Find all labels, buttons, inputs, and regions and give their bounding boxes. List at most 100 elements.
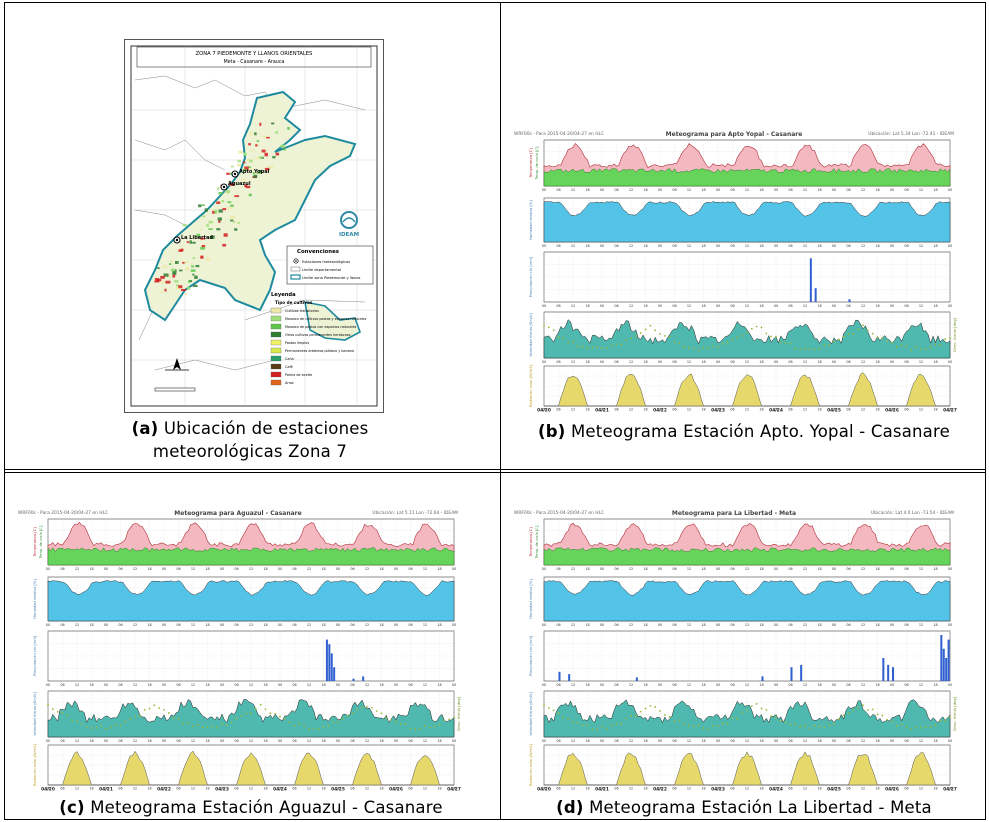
wind-direction-point bbox=[659, 710, 661, 712]
wind-area bbox=[47, 699, 455, 738]
wind-direction-point bbox=[939, 719, 942, 722]
wind-direction-point bbox=[828, 724, 831, 727]
hour-tick: 06 bbox=[556, 739, 560, 743]
hour-tick: 00 bbox=[832, 304, 836, 308]
wind-direction-point bbox=[663, 714, 666, 716]
wind-direction-point bbox=[886, 718, 889, 721]
hour-tick: 06 bbox=[788, 683, 792, 687]
hour-tick: 12 bbox=[745, 739, 749, 743]
wind-direction-point bbox=[547, 707, 550, 709]
wind-direction-point bbox=[105, 727, 107, 730]
meteogram-axis-label: Temp. de rocío [C] bbox=[39, 525, 43, 559]
hour-tick: 18 bbox=[585, 567, 589, 571]
hour-tick: 00 bbox=[600, 567, 604, 571]
hour-tick: 00 bbox=[948, 244, 952, 248]
hour-tick: 00 bbox=[104, 623, 108, 627]
wind-direction-point bbox=[934, 343, 937, 346]
hour-tick: 18 bbox=[585, 739, 589, 743]
table-border-middle bbox=[4, 469, 986, 470]
hour-tick: 12 bbox=[365, 787, 369, 791]
hour-tick: 00 bbox=[716, 304, 720, 308]
wind-direction-point bbox=[634, 335, 637, 337]
hour-tick: 00 bbox=[600, 188, 604, 192]
hour-tick: 12 bbox=[365, 567, 369, 571]
wind-direction-point bbox=[842, 335, 845, 338]
hour-tick: 18 bbox=[817, 683, 821, 687]
hour-tick: 18 bbox=[759, 304, 763, 308]
hour-tick: 00 bbox=[278, 567, 282, 571]
wind-direction-point bbox=[80, 723, 83, 725]
hour-tick: 18 bbox=[875, 623, 879, 627]
wind-direction-point bbox=[601, 725, 603, 728]
hour-tick: 12 bbox=[629, 408, 633, 412]
hour-tick: 18 bbox=[643, 739, 647, 743]
wind-direction-point bbox=[900, 344, 903, 347]
wind-direction-point bbox=[163, 708, 165, 711]
hour-tick: 00 bbox=[658, 787, 662, 791]
caption-d: (d) Meteograma Estación La Libertad - Me… bbox=[556, 798, 932, 817]
hour-tick: 06 bbox=[556, 567, 560, 571]
hour-tick: 00 bbox=[220, 739, 224, 743]
hour-tick: 00 bbox=[948, 787, 952, 791]
wind-direction-point bbox=[298, 722, 301, 725]
meteogram-axis-label: Temp. de rocío [C] bbox=[535, 525, 539, 559]
hour-tick: 00 bbox=[220, 787, 224, 791]
hour-tick: 12 bbox=[687, 244, 691, 248]
wind-direction-point bbox=[707, 728, 710, 731]
zone-boundary bbox=[143, 90, 357, 322]
hour-tick: 00 bbox=[948, 360, 952, 364]
hour-tick: 18 bbox=[701, 188, 705, 192]
wind-direction-point bbox=[823, 344, 826, 347]
wind-direction-point bbox=[746, 331, 748, 334]
precip-bar bbox=[352, 678, 355, 681]
wind-direction-point bbox=[129, 717, 132, 720]
hour-tick: 00 bbox=[104, 739, 108, 743]
date-tick: 04/25 bbox=[827, 408, 841, 413]
hour-tick: 12 bbox=[629, 244, 633, 248]
precip-bar bbox=[790, 667, 793, 681]
hour-tick: 18 bbox=[817, 787, 821, 791]
date-tick: 04/26 bbox=[885, 408, 899, 413]
hour-tick: 12 bbox=[571, 304, 575, 308]
hour-tick: 18 bbox=[875, 739, 879, 743]
hour-tick: 06 bbox=[672, 360, 676, 364]
wind-direction-point bbox=[905, 726, 908, 729]
wind-direction-point bbox=[433, 725, 436, 728]
wind-direction-point bbox=[659, 332, 661, 335]
wind-direction-point bbox=[668, 335, 671, 338]
hour-tick: 18 bbox=[759, 739, 763, 743]
dewpoint-area bbox=[543, 547, 951, 566]
hour-tick: 18 bbox=[205, 787, 209, 791]
date-tick: 04/27 bbox=[943, 408, 957, 413]
hour-tick: 06 bbox=[556, 408, 560, 412]
date-tick: 04/20 bbox=[537, 787, 551, 792]
hour-tick: 06 bbox=[846, 567, 850, 571]
wind-direction-point bbox=[230, 721, 233, 724]
hour-tick: 12 bbox=[745, 683, 749, 687]
hour-tick: 06 bbox=[846, 188, 850, 192]
hour-tick: 00 bbox=[890, 787, 894, 791]
hour-tick: 18 bbox=[321, 567, 325, 571]
wind-direction-point bbox=[717, 346, 719, 348]
hour-tick: 12 bbox=[423, 623, 427, 627]
wind-direction-point bbox=[813, 348, 816, 351]
hour-tick: 12 bbox=[571, 244, 575, 248]
hour-tick: 12 bbox=[919, 304, 923, 308]
wind-direction-point bbox=[862, 324, 864, 327]
wind-direction-point bbox=[269, 712, 272, 715]
hour-tick: 00 bbox=[46, 567, 50, 571]
hour-tick: 18 bbox=[817, 408, 821, 412]
hour-tick: 12 bbox=[687, 787, 691, 791]
wind-direction-point bbox=[615, 723, 618, 725]
wind-direction-point bbox=[799, 725, 802, 728]
hour-tick: 06 bbox=[118, 623, 122, 627]
date-tick: 04/21 bbox=[595, 787, 609, 792]
hour-tick: 12 bbox=[133, 787, 137, 791]
wind-direction-point bbox=[649, 324, 652, 327]
wind-direction-point bbox=[876, 713, 879, 716]
hour-tick: 12 bbox=[861, 360, 865, 364]
wind-direction-point bbox=[712, 345, 715, 348]
hour-tick: 00 bbox=[394, 787, 398, 791]
hour-tick: 00 bbox=[542, 360, 546, 364]
precip-bar bbox=[761, 676, 764, 681]
